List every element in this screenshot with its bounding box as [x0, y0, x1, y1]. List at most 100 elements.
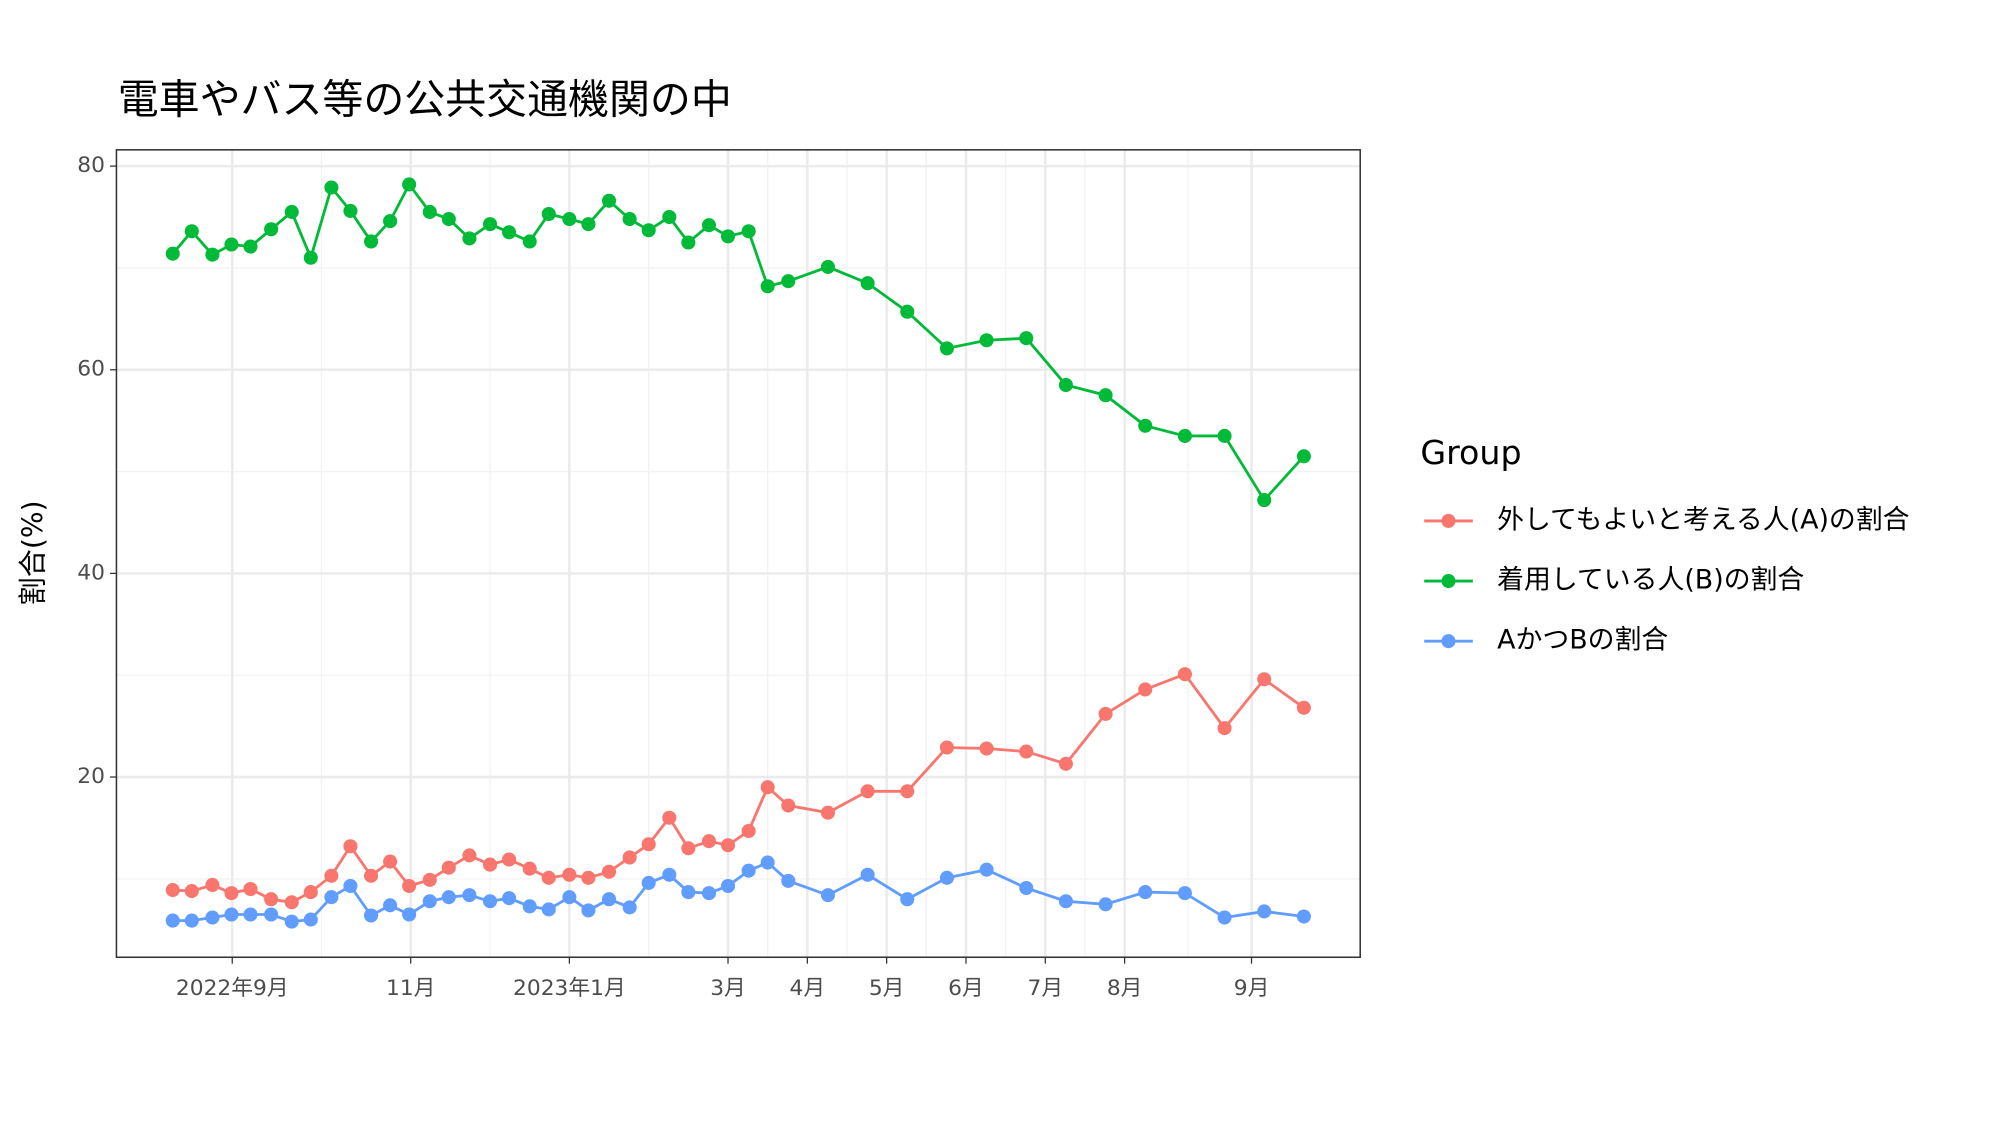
- data-point: [343, 839, 358, 854]
- x-tick-label: 8月: [1107, 976, 1143, 1001]
- data-point: [622, 212, 637, 227]
- data-point: [184, 913, 199, 928]
- plot-border: [115, 149, 1361, 959]
- data-point: [1177, 428, 1192, 443]
- data-point: [522, 899, 537, 914]
- data-point: [522, 234, 537, 249]
- data-point: [1138, 682, 1153, 697]
- data-point: [165, 246, 180, 261]
- data-point: [760, 780, 775, 795]
- data-point: [264, 892, 279, 907]
- data-point: [581, 217, 596, 232]
- data-point: [184, 884, 199, 899]
- x-tick-label: 9月: [1234, 976, 1270, 1001]
- x-tick-label: 11月: [386, 976, 435, 1001]
- data-point: [364, 234, 379, 249]
- data-point: [303, 912, 318, 927]
- data-point: [601, 193, 617, 208]
- y-axis-label: 割合(%): [17, 500, 50, 605]
- data-point: [720, 878, 736, 894]
- data-point: [264, 907, 279, 922]
- data-point: [581, 870, 596, 885]
- data-point: [402, 878, 417, 894]
- data-point: [502, 225, 517, 240]
- y-tick-label: 60: [77, 357, 105, 382]
- data-point: [502, 891, 517, 906]
- data-point: [205, 910, 220, 925]
- data-point: [741, 823, 756, 839]
- data-point: [324, 868, 339, 883]
- data-point: [701, 886, 717, 901]
- data-point: [324, 890, 339, 905]
- data-point: [205, 877, 220, 893]
- data-point: [581, 903, 596, 918]
- data-point: [1296, 700, 1311, 715]
- y-tick-label: 40: [77, 560, 105, 585]
- data-point: [441, 860, 456, 875]
- data-point: [601, 892, 617, 907]
- data-point: [662, 810, 677, 825]
- data-point: [462, 888, 477, 903]
- data-point: [900, 304, 915, 319]
- data-point: [205, 247, 220, 262]
- data-point: [184, 224, 199, 239]
- data-point: [781, 274, 796, 289]
- data-point: [562, 212, 577, 227]
- data-point: [1177, 667, 1192, 682]
- data-point: [343, 878, 358, 894]
- data-point: [641, 875, 656, 890]
- legend-label: AかつBの割合: [1497, 625, 1668, 656]
- data-point: [1138, 418, 1153, 433]
- data-point: [1177, 886, 1192, 901]
- y-tick-label: 80: [77, 153, 105, 178]
- data-point: [1019, 331, 1034, 346]
- data-point: [1296, 449, 1311, 464]
- data-point: [441, 212, 456, 227]
- x-tick-label: 7月: [1028, 976, 1064, 1001]
- data-point: [224, 907, 239, 922]
- data-point: [284, 914, 299, 929]
- data-point: [979, 862, 994, 877]
- data-point: [562, 867, 577, 882]
- chart-title: 電車やバス等の公共交通機関の中: [118, 75, 732, 123]
- data-point: [243, 239, 258, 254]
- data-point: [541, 870, 556, 885]
- data-point: [900, 784, 915, 799]
- data-point: [622, 850, 637, 865]
- data-point: [562, 890, 577, 905]
- data-point: [462, 231, 477, 246]
- data-point: [264, 222, 279, 237]
- data-point: [939, 740, 954, 755]
- data-point: [1098, 706, 1113, 721]
- data-point: [483, 857, 498, 872]
- legend-label: 着用している人(B)の割合: [1497, 565, 1804, 596]
- data-point: [662, 867, 677, 882]
- data-point: [820, 888, 835, 903]
- y-tick-label: 20: [77, 764, 105, 789]
- data-point: [1217, 428, 1232, 443]
- data-point: [820, 259, 835, 274]
- data-point: [383, 854, 398, 869]
- data-point: [243, 881, 258, 897]
- data-point: [383, 214, 398, 229]
- legend-label: 外してもよいと考える人(A)の割合: [1497, 504, 1910, 535]
- data-point: [422, 872, 437, 887]
- data-point: [760, 279, 775, 294]
- data-point: [741, 863, 756, 878]
- data-point: [741, 224, 756, 239]
- data-point: [165, 913, 180, 928]
- data-point: [522, 861, 537, 876]
- data-point: [1296, 909, 1311, 924]
- data-point: [402, 907, 417, 922]
- data-point: [939, 870, 954, 885]
- data-point: [541, 902, 556, 917]
- data-point: [720, 229, 736, 244]
- data-point: [441, 890, 456, 905]
- data-point: [402, 177, 417, 192]
- x-tick-label: 4月: [790, 976, 826, 1001]
- data-point: [860, 784, 875, 799]
- data-point: [343, 203, 358, 218]
- data-point: [701, 834, 717, 849]
